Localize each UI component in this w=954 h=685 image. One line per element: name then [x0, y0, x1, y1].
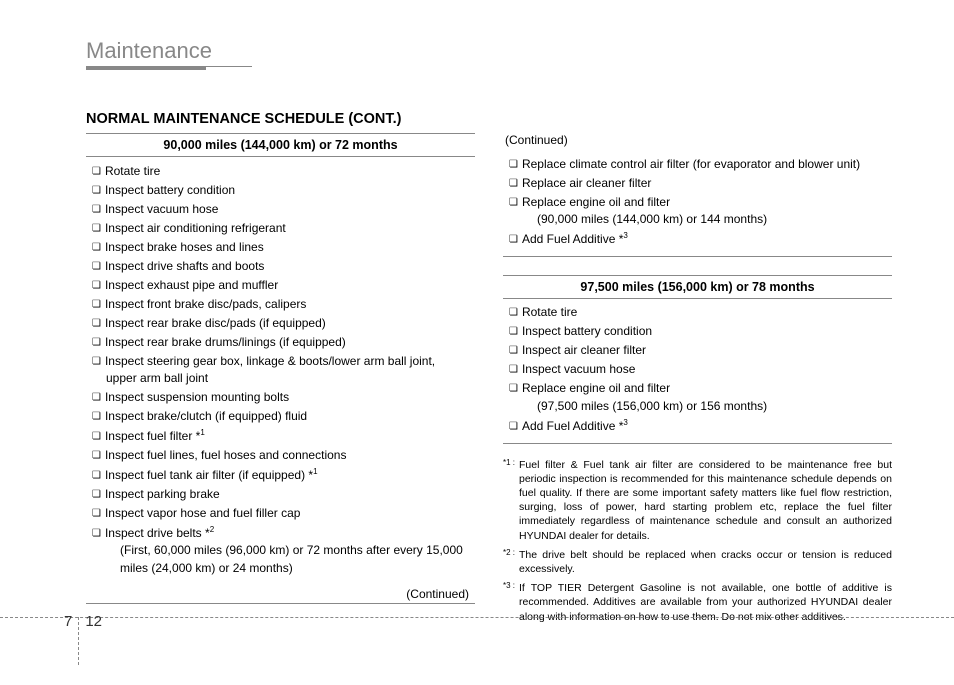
schedule-item: ❏Replace engine oil and filter(97,500 mi… [509, 380, 886, 415]
schedule-box-90k: 90,000 miles (144,000 km) or 72 months ❏… [86, 133, 475, 604]
right-column: (Continued) ❏Replace climate control air… [503, 133, 892, 629]
columns: 90,000 miles (144,000 km) or 72 months ❏… [86, 133, 892, 629]
main-heading: NORMAL MAINTENANCE SCHEDULE (CONT.) [86, 111, 892, 127]
schedule-box-97k: 97,500 miles (156,000 km) or 78 months ❏… [503, 275, 892, 444]
schedule-item: ❏Inspect steering gear box, linkage & bo… [92, 353, 469, 388]
schedule-item: ❏Inspect drive shafts and boots [92, 258, 469, 276]
schedule-items: ❏Rotate tire❏Inspect battery condition❏I… [86, 157, 475, 585]
schedule-item: ❏Inspect rear brake drums/linings (if eq… [92, 334, 469, 352]
schedule-item: ❏Inspect air cleaner filter [509, 342, 886, 360]
schedule-item: ❏Inspect suspension mounting bolts [92, 389, 469, 407]
schedule-item: ❏Inspect vacuum hose [92, 201, 469, 219]
continued-label: (Continued) [503, 133, 892, 150]
schedule-item: ❏Inspect battery condition [509, 323, 886, 341]
schedule-item: ❏Inspect parking brake [92, 486, 469, 504]
left-column: 90,000 miles (144,000 km) or 72 months ❏… [86, 133, 475, 629]
schedule-item: ❏Inspect air conditioning refrigerant [92, 220, 469, 238]
schedule-item: ❏Inspect battery condition [92, 182, 469, 200]
section-title: Maintenance [86, 38, 252, 67]
schedule-item: ❏Rotate tire [509, 304, 886, 322]
chapter-number: 7 [64, 613, 72, 630]
schedule-item: ❏Inspect brake hoses and lines [92, 239, 469, 257]
page-content: Maintenance NORMAL MAINTENANCE SCHEDULE … [0, 0, 954, 629]
schedule-item: ❏Inspect vacuum hose [509, 361, 886, 379]
schedule-item: ❏Replace air cleaner filter [509, 175, 886, 193]
continued-label: (Continued) [86, 585, 475, 603]
schedule-item: ❏Inspect exhaust pipe and muffler [92, 277, 469, 295]
schedule-item: ❏Rotate tire [92, 163, 469, 181]
schedule-header: 90,000 miles (144,000 km) or 72 months [86, 134, 475, 157]
schedule-item: ❏Inspect brake/clutch (if equipped) flui… [92, 408, 469, 426]
schedule-item: ❏Inspect drive belts *2(First, 60,000 mi… [92, 524, 469, 577]
schedule-item: ❏Inspect rear brake disc/pads (if equipp… [92, 315, 469, 333]
schedule-item: ❏Add Fuel Additive *3 [509, 417, 886, 436]
page-number-value: 12 [85, 613, 102, 630]
schedule-item: ❏Inspect vapor hose and fuel filler cap [92, 505, 469, 523]
schedule-items: ❏Rotate tire❏Inspect battery condition❏I… [503, 299, 892, 443]
schedule-item: ❏Replace climate control air filter (for… [509, 156, 886, 174]
schedule-item: ❏Add Fuel Additive *3 [509, 230, 886, 249]
footnotes: *1 :Fuel filter & Fuel tank air filter a… [503, 458, 892, 624]
schedule-item: ❏Replace engine oil and filter(90,000 mi… [509, 194, 886, 229]
schedule-box-90k-cont: ❏Replace climate control air filter (for… [503, 150, 892, 257]
schedule-header: 97,500 miles (156,000 km) or 78 months [503, 276, 892, 299]
schedule-item: ❏Inspect fuel filter *1 [92, 427, 469, 446]
schedule-item: ❏Inspect front brake disc/pads, calipers [92, 296, 469, 314]
schedule-item: ❏Inspect fuel tank air filter (if equipp… [92, 466, 469, 485]
footnote: *1 :Fuel filter & Fuel tank air filter a… [503, 458, 892, 543]
page-num-divider [78, 617, 79, 665]
schedule-item: ❏Inspect fuel lines, fuel hoses and conn… [92, 447, 469, 465]
page-footer [0, 617, 954, 651]
schedule-items: ❏Replace climate control air filter (for… [503, 150, 892, 256]
footnote: *2 :The drive belt should be replaced wh… [503, 548, 892, 576]
page-number: 7 12 [64, 597, 102, 645]
